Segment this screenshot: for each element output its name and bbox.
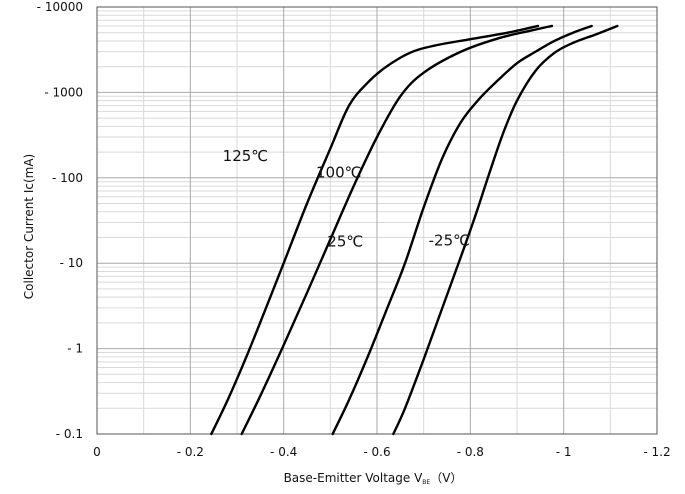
series-line-25c: [331, 24, 593, 436]
curve-label: 25℃: [327, 232, 363, 250]
y-tick-label: - 1: [67, 342, 83, 356]
plot-area: [96, 6, 658, 435]
x-tick-label: - 1: [556, 445, 572, 459]
y-axis: - 0.1 - 1 - 10 - 100 - 1000 - 10000: [37, 0, 83, 441]
x-tick-label: - 0.4: [270, 445, 297, 459]
x-axis-title: Base-Emitter Voltage VBE（V）: [284, 471, 463, 486]
curve-labels: 125℃ 100℃ 25℃ -25℃: [223, 147, 470, 250]
x-axis-title-unit: （V）: [430, 471, 462, 485]
series-line-125c: [210, 24, 540, 436]
grid: [96, 6, 658, 435]
y-tick-label: - 0.1: [56, 427, 83, 441]
series-line-minus-25c: [392, 24, 619, 436]
y-tick-label: - 100: [52, 171, 83, 185]
curve-label: -25℃: [429, 231, 470, 249]
x-axis-title-main: Base-Emitter Voltage V: [284, 471, 424, 485]
x-axis: 0 - 0.2 - 0.4 - 0.6 - 0.8 - 1 - 1.2: [93, 445, 670, 459]
series-group: [210, 24, 619, 436]
x-tick-label: - 0.6: [363, 445, 390, 459]
y-tick-label: - 10000: [37, 0, 83, 14]
curve-label: 100℃: [316, 164, 361, 182]
y-axis-title: Collector Current Ic(mA): [22, 154, 36, 299]
x-tick-label: - 0.8: [457, 445, 484, 459]
x-tick-label: - 1.2: [643, 445, 670, 459]
y-tick-label: - 1000: [44, 85, 83, 99]
series-line-100c: [240, 24, 554, 436]
curve-label: 125℃: [223, 147, 268, 165]
x-axis-title-subscript: BE: [422, 479, 430, 486]
y-tick-label: - 10: [60, 256, 83, 270]
x-tick-label: 0: [93, 445, 101, 459]
x-tick-label: - 0.2: [177, 445, 204, 459]
